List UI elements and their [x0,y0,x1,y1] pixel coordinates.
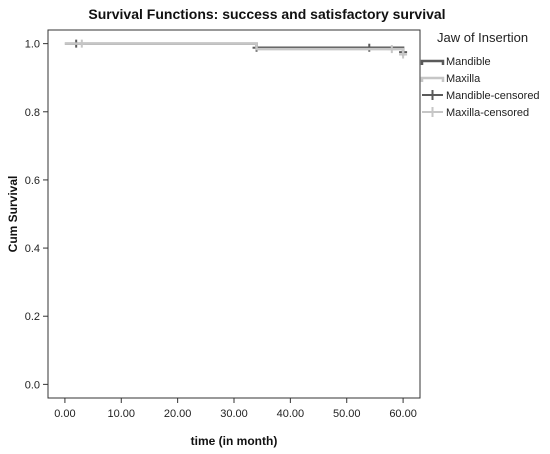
legend-item: Mandible [420,56,491,68]
legend: Jaw of Insertion Mandible Maxilla Mandible… [420,30,540,119]
x-tick-label: 10.00 [108,408,136,420]
y-tick-label: 0.2 [25,311,40,323]
chart-title: Survival Functions: success and satisfac… [88,6,445,22]
legend-item: Mandible-censored [422,90,540,102]
legend-title: Jaw of Insertion [437,30,528,45]
plot-area [47,29,421,399]
y-axis-title: Cum Survival [6,176,20,253]
x-tick-label: 30.00 [220,408,248,420]
x-axis: 0.00 10.00 20.00 30.00 40.00 50.00 60.00 [54,398,417,420]
x-axis-title: time (in month) [191,434,278,448]
x-tick-label: 40.00 [277,408,305,420]
censor-mark-maxilla [77,39,86,48]
series-layer [64,39,408,59]
x-tick-label: 0.00 [54,408,75,420]
y-axis: 0.0 0.2 0.4 0.6 0.8 1.0 [25,39,48,391]
x-tick-label: 60.00 [389,408,417,420]
legend-item: Maxilla-censored [422,107,529,119]
y-tick-label: 0.0 [25,379,40,391]
y-tick-label: 0.8 [25,107,40,119]
y-tick-label: 1.0 [25,39,40,51]
censor-mark-maxilla [387,45,396,54]
legend-item: Maxilla [420,73,481,85]
legend-swatch-step [420,76,445,82]
y-tick-label: 0.4 [25,243,40,255]
legend-label: Maxilla-censored [446,107,529,119]
censor-mark-maxilla [399,50,408,59]
legend-label: Maxilla [446,73,481,85]
legend-label: Mandible-censored [446,90,540,102]
series-line-maxilla [64,42,405,55]
legend-swatch-step [420,59,445,65]
x-tick-label: 50.00 [333,408,361,420]
x-tick-label: 20.00 [164,408,192,420]
legend-label: Mandible [446,56,491,68]
censor-mark-mandible [365,43,374,52]
y-tick-label: 0.6 [25,175,40,187]
